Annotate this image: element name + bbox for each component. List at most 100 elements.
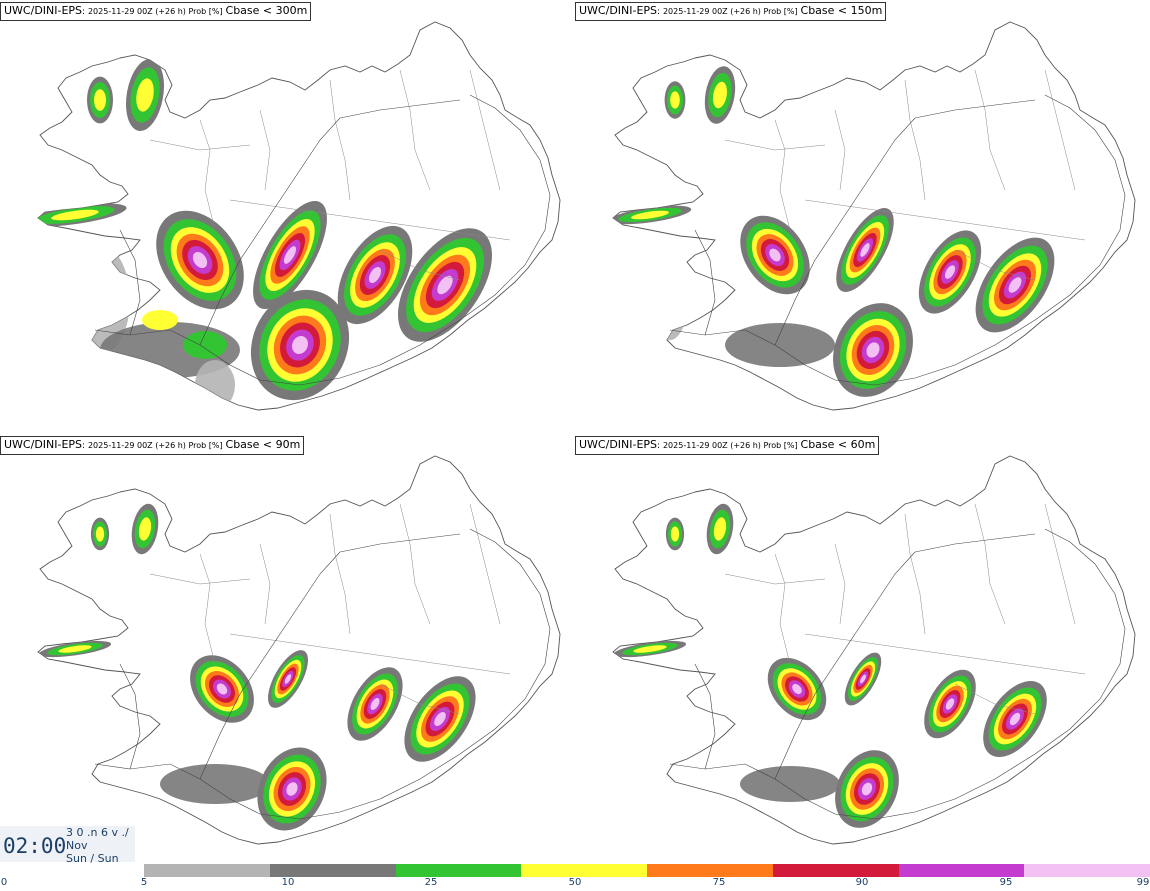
prob-contour xyxy=(292,336,308,354)
boundary-line xyxy=(329,513,351,635)
boundary-line xyxy=(974,69,1006,191)
boundary-line xyxy=(724,573,826,585)
boundary-line xyxy=(149,139,251,151)
prob-contour xyxy=(434,712,446,726)
prob-area-west xyxy=(713,517,727,541)
valid-date-line3: Sun / Sun xyxy=(66,852,119,865)
boundary-line xyxy=(399,503,431,625)
panel-title: UWC/DINI-EPS: 2025-11-29 00Z (+26 h) Pro… xyxy=(575,436,880,455)
boundary-line xyxy=(329,79,351,201)
valid-time-clock: 02:00 xyxy=(3,834,67,858)
road-line xyxy=(199,551,341,780)
boundary-line xyxy=(804,633,1086,675)
run-info: 2025-11-29 00Z (+26 h) Prob [%] xyxy=(662,441,798,450)
boundary-line xyxy=(774,119,791,231)
road-line xyxy=(914,533,1036,553)
prob-contour xyxy=(861,782,873,796)
valid-time-box: 02:00 3 0 .n 6 v ./ Nov Sun / Sun xyxy=(0,826,135,865)
road-line xyxy=(774,551,916,780)
prob-area-west xyxy=(94,89,106,111)
boundary-line xyxy=(199,553,216,665)
iceland-map xyxy=(612,21,1136,411)
legend-color-bin xyxy=(647,864,774,877)
legend-tick-label: 99 xyxy=(1136,877,1150,888)
boundary-line xyxy=(974,503,1006,625)
prob-contour xyxy=(945,698,955,710)
map-panel-4: UWC/DINI-EPS: 2025-11-29 00Z (+26 h) Pro… xyxy=(575,434,1150,866)
boundary-line xyxy=(954,683,1036,715)
road-line xyxy=(774,117,916,346)
valid-date: 3 0 .n 6 v ./ Nov Sun / Sun xyxy=(66,826,129,865)
legend-color-bin xyxy=(269,864,396,877)
map-panel-1: UWC/DINI-EPS: 2025-11-29 00Z (+26 h) Pro… xyxy=(0,0,575,432)
boundary-line xyxy=(379,683,461,715)
legend-tick-label: 50 xyxy=(568,877,582,888)
probability-field xyxy=(38,59,492,410)
iceland-map xyxy=(37,455,561,845)
legend-color-bin xyxy=(395,864,522,877)
road-line xyxy=(694,229,716,336)
panel-title: UWC/DINI-EPS: 2025-11-29 00Z (+26 h) Pro… xyxy=(0,436,305,455)
prob-area-west xyxy=(58,645,92,653)
road-line xyxy=(339,99,461,119)
run-info: 2025-11-29 00Z (+26 h) Prob [%] xyxy=(662,7,798,16)
boundary-line xyxy=(469,69,501,191)
probability-field xyxy=(38,503,476,831)
prob-area-grey xyxy=(195,360,235,410)
prob-contour xyxy=(866,342,880,358)
road-line xyxy=(339,533,461,553)
iceland-map xyxy=(612,455,1136,845)
boundary-line xyxy=(379,249,461,281)
prob-contour xyxy=(437,275,453,295)
legend-color-bin xyxy=(521,864,648,877)
prob-contour xyxy=(183,331,227,359)
probability-field xyxy=(613,503,1047,828)
prob-area-west xyxy=(630,210,670,220)
prob-contour xyxy=(769,248,781,262)
prob-contour xyxy=(792,683,802,695)
prob-contour xyxy=(284,674,292,684)
boundary-line xyxy=(199,119,216,231)
road-line xyxy=(119,229,141,336)
prob-contour xyxy=(370,698,380,710)
boundary-line xyxy=(399,69,431,191)
run-info: 2025-11-29 00Z (+26 h) Prob [%] xyxy=(87,7,223,16)
valid-date-line1: 3 0 .n 6 v ./ xyxy=(66,826,129,839)
legend-tick-label: 75 xyxy=(712,877,726,888)
probability-field xyxy=(613,66,1055,397)
prob-contour xyxy=(286,782,298,796)
road-line xyxy=(914,99,1036,119)
legend-tick-label: 95 xyxy=(999,877,1013,888)
model-name: UWC/DINI-EPS xyxy=(4,438,83,451)
prob-area-west xyxy=(633,645,667,653)
boundary-line xyxy=(259,543,271,625)
field-name: Cbase < 150m xyxy=(800,4,883,17)
prob-area-grey xyxy=(740,766,840,802)
boundary-line xyxy=(904,513,926,635)
legend-color-bin xyxy=(1024,864,1150,877)
boundary-line xyxy=(834,109,846,191)
prob-area-grey xyxy=(86,687,114,751)
prob-contour xyxy=(368,267,382,283)
prob-contour xyxy=(283,246,297,264)
legend-color-bin xyxy=(898,864,1025,877)
panel-title: UWC/DINI-EPS: 2025-11-29 00Z (+26 h) Pro… xyxy=(0,2,312,21)
map-panel-3: UWC/DINI-EPS: 2025-11-29 00Z (+26 h) Pro… xyxy=(0,434,575,866)
field-name: Cbase < 90m xyxy=(225,438,301,451)
prob-contour xyxy=(1008,277,1022,293)
boundary-line xyxy=(1044,503,1076,625)
boundary-line xyxy=(724,139,826,151)
field-name: Cbase < 300m xyxy=(225,4,308,17)
prob-contour xyxy=(216,683,228,695)
field-name: Cbase < 60m xyxy=(800,438,876,451)
boundary-line xyxy=(804,199,1086,241)
road-line xyxy=(199,117,341,346)
legend-tick-label: 25 xyxy=(424,877,438,888)
iceland-map xyxy=(37,21,561,411)
model-name: UWC/DINI-EPS xyxy=(4,4,83,17)
prob-area-grey xyxy=(652,260,688,340)
boundary-line xyxy=(469,503,501,625)
valid-date-line2: Nov xyxy=(66,839,88,852)
model-name: UWC/DINI-EPS xyxy=(579,438,658,451)
prob-contour xyxy=(142,310,178,330)
